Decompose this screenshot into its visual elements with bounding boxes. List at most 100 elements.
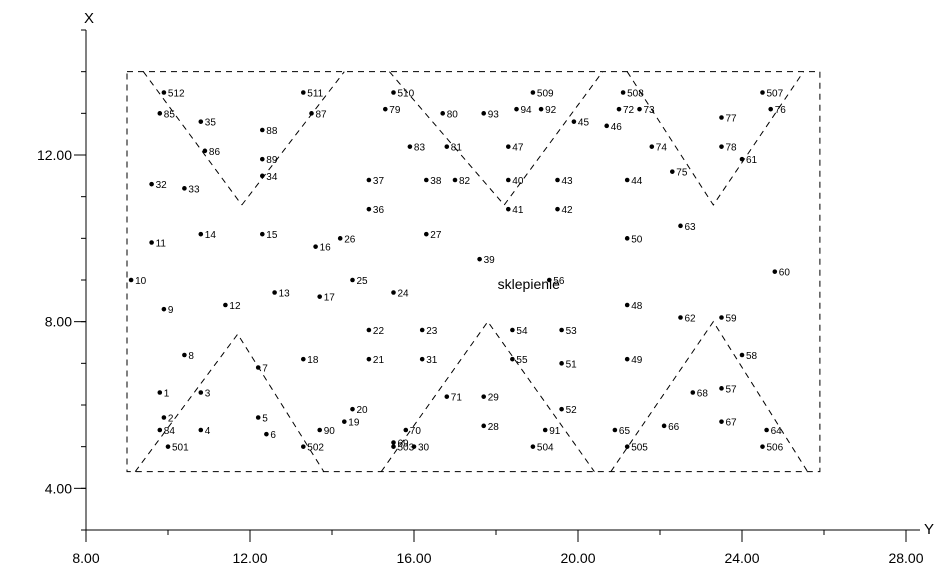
- point-label-1: 1: [164, 389, 170, 400]
- survey-point-62: [678, 315, 683, 320]
- point-label-508: 508: [627, 89, 644, 100]
- point-label-505: 505: [631, 443, 648, 454]
- survey-point-76: [768, 106, 773, 112]
- point-label-3: 3: [205, 389, 211, 400]
- y-tick-label: 12.00: [37, 147, 72, 163]
- point-label-71: 71: [451, 393, 463, 404]
- point-label-28: 28: [488, 422, 500, 433]
- point-label-5: 5: [262, 414, 268, 425]
- survey-point-3: [198, 390, 204, 395]
- point-label-43: 43: [562, 176, 574, 187]
- survey-point-4: [198, 427, 204, 433]
- vault-rib-line: [610, 320, 809, 472]
- survey-point-27: [424, 231, 429, 237]
- survey-point-93: [481, 111, 487, 116]
- point-label-39: 39: [484, 255, 496, 266]
- point-label-34: 34: [266, 172, 278, 183]
- survey-point-31: [419, 356, 425, 362]
- survey-point-52: [559, 406, 564, 412]
- point-label-79: 79: [389, 105, 401, 116]
- vault-rib-line: [241, 71, 345, 206]
- point-label-503: 503: [398, 443, 415, 454]
- point-label-511: 511: [307, 89, 323, 100]
- point-label-11: 11: [156, 239, 167, 250]
- point-label-89: 89: [266, 155, 278, 166]
- survey-point-78: [719, 144, 724, 149]
- point-label-8: 8: [188, 351, 194, 362]
- point-label-60: 60: [779, 268, 791, 279]
- point-label-7: 7: [262, 364, 268, 375]
- point-label-59: 59: [726, 314, 738, 325]
- y-axis-title: X: [84, 10, 94, 27]
- survey-point-1: [157, 390, 163, 395]
- point-label-75: 75: [676, 168, 688, 179]
- survey-point-75: [670, 169, 675, 174]
- vault-rib-line: [142, 71, 243, 206]
- point-label-6: 6: [270, 430, 276, 441]
- point-label-24: 24: [398, 289, 410, 300]
- point-label-93: 93: [488, 109, 500, 120]
- survey-point-36: [366, 206, 372, 212]
- survey-point-24: [391, 290, 396, 295]
- point-label-53: 53: [566, 326, 578, 337]
- survey-point-68: [690, 390, 696, 395]
- point-label-77: 77: [726, 114, 738, 125]
- point-label-51: 51: [566, 359, 578, 370]
- survey-point-87: [309, 111, 314, 116]
- survey-point-79: [383, 106, 388, 112]
- point-label-62: 62: [685, 314, 697, 325]
- survey-point-56: [547, 277, 552, 283]
- survey-point-505: [624, 444, 630, 449]
- survey-point-504: [530, 444, 536, 449]
- x-tick-label: 12.00: [232, 550, 267, 566]
- survey-point-23: [419, 327, 425, 333]
- survey-point-77: [719, 115, 724, 120]
- point-label-21: 21: [373, 355, 385, 366]
- point-label-15: 15: [266, 230, 278, 241]
- point-label-78: 78: [726, 143, 738, 154]
- point-label-74: 74: [656, 143, 668, 154]
- survey-point-507: [760, 90, 765, 95]
- point-label-19: 19: [348, 418, 360, 429]
- point-label-69: 69: [398, 439, 410, 450]
- point-label-12: 12: [229, 301, 241, 312]
- survey-point-55: [510, 356, 515, 362]
- survey-point-66: [661, 423, 667, 429]
- survey-point-501: [165, 444, 171, 449]
- point-label-67: 67: [726, 418, 738, 429]
- point-label-501: 501: [172, 443, 189, 454]
- survey-point-28: [481, 423, 487, 429]
- survey-point-91: [542, 427, 548, 433]
- survey-point-67: [719, 419, 724, 424]
- survey-point-2: [161, 415, 167, 420]
- survey-point-510: [391, 90, 396, 95]
- point-label-66: 66: [668, 422, 680, 433]
- survey-point-29: [481, 394, 487, 399]
- point-label-33: 33: [188, 184, 200, 195]
- survey-point-20: [350, 406, 355, 412]
- x-tick-label: 24.00: [724, 550, 759, 566]
- point-label-49: 49: [631, 355, 643, 366]
- survey-point-89: [260, 156, 265, 162]
- point-label-73: 73: [644, 105, 656, 116]
- point-label-40: 40: [512, 176, 524, 187]
- survey-point-48: [624, 302, 630, 308]
- ticks-layer: 8.00 12.00 16.00 20.00 24.00 28.00 4.00 8.00 12.…: [37, 29, 924, 566]
- survey-point-38: [424, 177, 429, 183]
- point-label-35: 35: [205, 118, 217, 129]
- survey-point-69: [391, 440, 396, 445]
- survey-point-72: [616, 106, 622, 112]
- point-label-57: 57: [726, 384, 738, 395]
- point-label-68: 68: [697, 389, 709, 400]
- survey-point-82: [452, 177, 458, 183]
- survey-point-16: [313, 244, 318, 249]
- point-label-17: 17: [324, 293, 336, 304]
- survey-point-88: [260, 127, 265, 133]
- x-tick-label: 20.00: [560, 550, 595, 566]
- point-label-22: 22: [373, 326, 385, 337]
- survey-point-46: [604, 123, 609, 129]
- survey-point-511: [301, 90, 306, 95]
- point-label-502: 502: [307, 443, 324, 454]
- survey-point-57: [719, 386, 724, 391]
